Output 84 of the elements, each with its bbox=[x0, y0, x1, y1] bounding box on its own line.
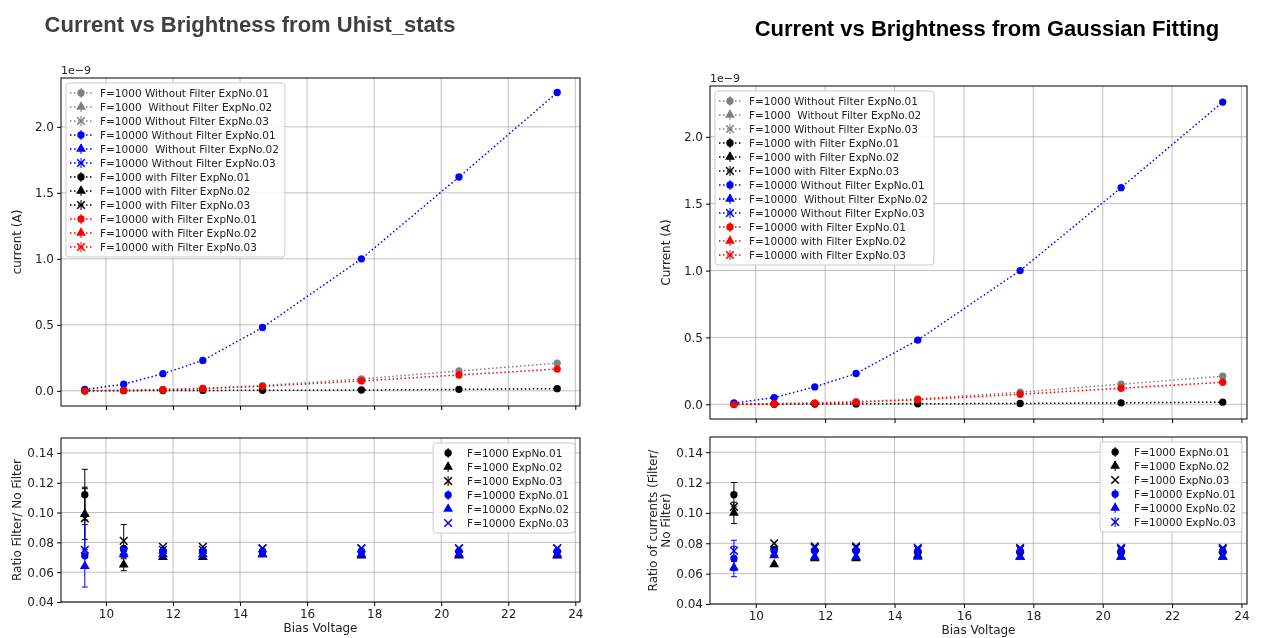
y-axis-title: Ratio Filter/ No Filter bbox=[10, 458, 24, 582]
legend-label: F=10000 ExpNo.02 bbox=[1134, 502, 1236, 514]
legend-label: F=1000 ExpNo.02 bbox=[467, 461, 563, 473]
legend-label: F=10000 with Filter ExpNo.01 bbox=[749, 221, 906, 233]
legend-label: F=1000 with Filter ExpNo.02 bbox=[749, 151, 900, 163]
legend-label: F=1000 ExpNo.01 bbox=[467, 447, 563, 459]
legend-label: F=10000 ExpNo.01 bbox=[467, 489, 569, 501]
x-tick-label: 18 bbox=[1026, 608, 1042, 623]
legend-label: F=10000 ExpNo.03 bbox=[467, 517, 569, 529]
y-tick-label: 1.5 bbox=[34, 186, 54, 201]
x-tick-label: 22 bbox=[1164, 608, 1181, 623]
x-tick-label: 14 bbox=[887, 608, 903, 623]
x-tick-label: 24 bbox=[568, 606, 584, 621]
y-tick-label: 2.0 bbox=[34, 120, 54, 135]
legend-label: F=1000 Without Filter ExpNo.01 bbox=[100, 87, 269, 99]
legend-label: F=10000 Without Filter ExpNo.02 bbox=[749, 193, 928, 205]
legend-label: F=1000 ExpNo.01 bbox=[1134, 446, 1230, 458]
y-tick-label: 0.04 bbox=[27, 595, 54, 610]
legend-label: F=1000 Without Filter ExpNo.01 bbox=[749, 95, 918, 107]
legend-label: F=10000 Without Filter ExpNo.01 bbox=[749, 179, 925, 191]
legend-label: F=1000 with Filter ExpNo.02 bbox=[100, 185, 251, 197]
x-tick-label: 16 bbox=[956, 608, 973, 623]
y-tick-label: 0.10 bbox=[27, 505, 54, 520]
x-tick-label: 16 bbox=[299, 606, 316, 621]
legend-label: F=10000 with Filter ExpNo.01 bbox=[100, 213, 257, 225]
legend-label: F=10000 Without Filter ExpNo.03 bbox=[749, 207, 925, 219]
x-tick-label: 14 bbox=[232, 606, 249, 621]
legend-label: F=10000 Without Filter ExpNo.03 bbox=[100, 157, 276, 169]
x-tick-label: 20 bbox=[434, 606, 450, 621]
legend-label: F=1000 Without Filter ExpNo.03 bbox=[100, 115, 269, 127]
legend-label: F=1000 Without Filter ExpNo.02 bbox=[100, 101, 273, 113]
text: 1e−9 bbox=[61, 64, 91, 77]
y-axis-title: Ratio of currents (Filter/ No Filter) bbox=[646, 448, 673, 592]
x-tick-label: 12 bbox=[818, 608, 834, 623]
legend-label: F=10000 ExpNo.01 bbox=[1134, 488, 1236, 500]
y-tick-label: 0.08 bbox=[676, 536, 703, 551]
y-tick-label: 0.06 bbox=[27, 565, 54, 580]
legend-label: F=1000 Without Filter ExpNo.03 bbox=[749, 123, 918, 135]
y-tick-label: 0.0 bbox=[683, 397, 703, 412]
x-tick-label: 10 bbox=[748, 608, 764, 623]
x-axis-title: Bias Voltage bbox=[283, 621, 358, 635]
y-tick-label: 2.0 bbox=[683, 130, 703, 145]
x-tick-label: 12 bbox=[165, 606, 182, 621]
x-tick-label: 22 bbox=[501, 606, 517, 621]
legend-label: F=10000 with Filter ExpNo.02 bbox=[100, 227, 257, 239]
x-tick-label: 10 bbox=[98, 606, 115, 621]
y-tick-label: 0.12 bbox=[676, 475, 703, 490]
chart-title: Current vs Brightness from Gaussian Fitting bbox=[754, 16, 1220, 41]
x-axis-title: Bias Voltage bbox=[941, 623, 1016, 637]
x-tick-label: 18 bbox=[367, 606, 383, 621]
legend-label: F=1000 ExpNo.02 bbox=[1134, 460, 1230, 472]
y-tick-label: 1.0 bbox=[34, 252, 54, 267]
x-tick-label: 20 bbox=[1095, 608, 1111, 623]
legend-label: F=1000 with Filter ExpNo.01 bbox=[100, 171, 251, 183]
legend-label: F=1000 ExpNo.03 bbox=[467, 475, 563, 487]
legend-label: F=1000 with Filter ExpNo.01 bbox=[749, 137, 900, 149]
legend-label: F=10000 ExpNo.03 bbox=[1134, 516, 1236, 528]
y-tick-label: 0.10 bbox=[676, 506, 703, 521]
legend-label: F=10000 Without Filter ExpNo.02 bbox=[100, 143, 279, 155]
text: 1e−9 bbox=[710, 72, 740, 85]
y-tick-label: 0.5 bbox=[683, 330, 703, 345]
legend-label: F=10000 with Filter ExpNo.03 bbox=[749, 249, 906, 261]
y-tick-label: 0.0 bbox=[34, 384, 54, 399]
y-tick-label: 0.14 bbox=[676, 445, 703, 460]
y-tick-label: 0.04 bbox=[676, 597, 703, 612]
y-tick-label: 0.12 bbox=[27, 476, 54, 491]
legend-label: F=10000 with Filter ExpNo.02 bbox=[749, 235, 906, 247]
y-tick-label: 1.5 bbox=[683, 197, 703, 212]
legend-label: F=10000 ExpNo.02 bbox=[467, 503, 569, 515]
y-tick-label: 0.5 bbox=[34, 318, 54, 333]
y-axis-title: Current (A) bbox=[659, 219, 673, 286]
y-axis-title: current (A) bbox=[10, 209, 24, 275]
legend-label: F=1000 with Filter ExpNo.03 bbox=[749, 165, 900, 177]
y-tick-label: 0.14 bbox=[27, 446, 54, 461]
y-tick-label: 1.0 bbox=[683, 263, 703, 278]
legend-label: F=10000 with Filter ExpNo.03 bbox=[100, 241, 257, 253]
y-tick-label: 0.06 bbox=[676, 566, 703, 581]
legend-label: F=1000 with Filter ExpNo.03 bbox=[100, 199, 251, 211]
x-tick-label: 24 bbox=[1234, 608, 1250, 623]
chart-title: Current vs Brightness from Uhist_stats bbox=[44, 12, 456, 37]
legend-label: F=1000 Without Filter ExpNo.02 bbox=[749, 109, 922, 121]
legend-label: F=1000 ExpNo.03 bbox=[1134, 474, 1230, 486]
legend-label: F=10000 Without Filter ExpNo.01 bbox=[100, 129, 276, 141]
y-tick-label: 0.08 bbox=[27, 535, 54, 550]
